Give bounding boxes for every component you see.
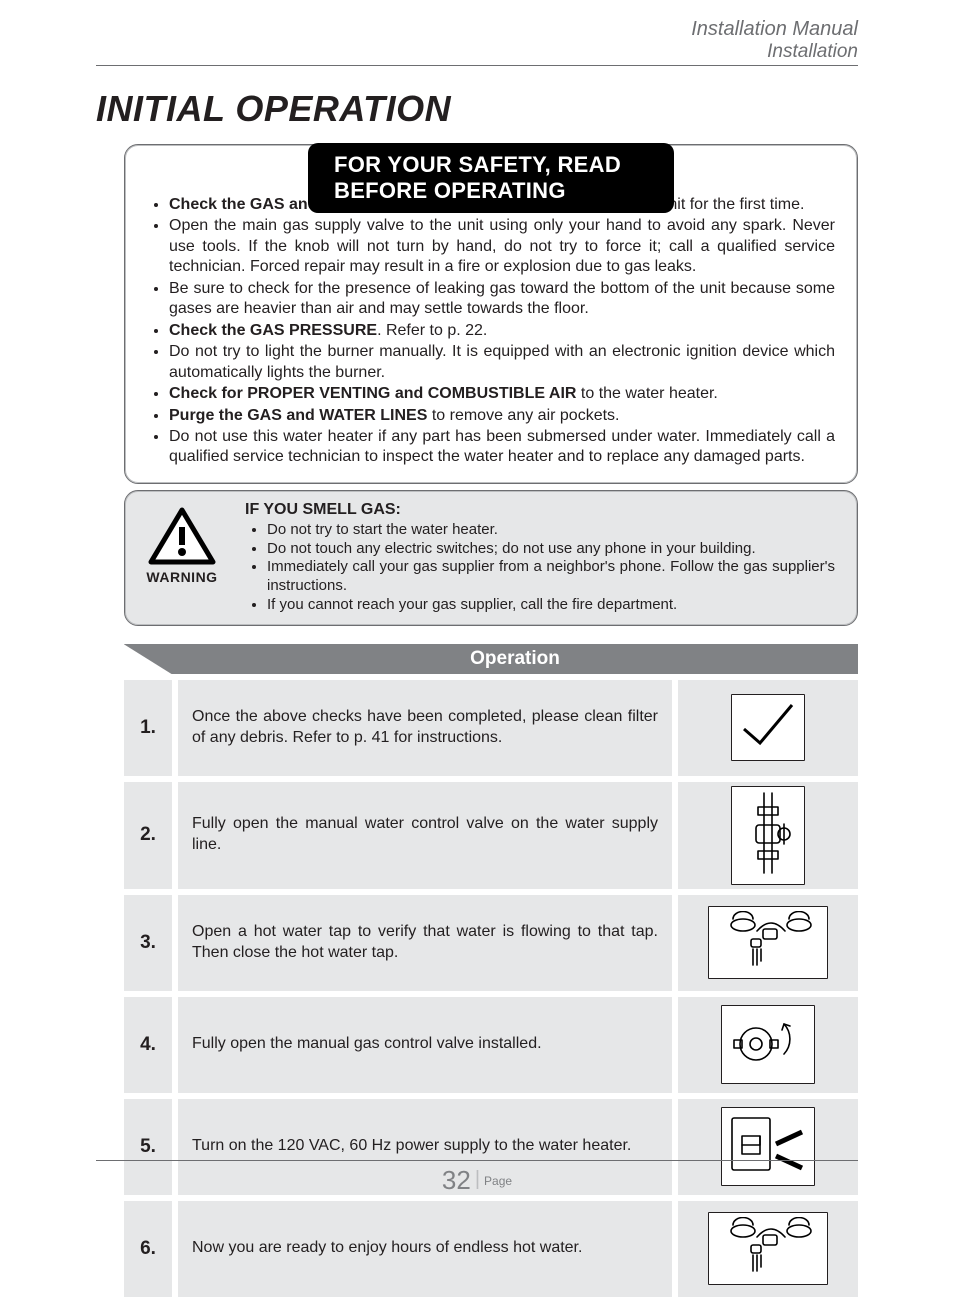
warning-lead: IF YOU SMELL GAS:: [245, 501, 835, 519]
warning-item: Do not try to start the water heater.: [267, 521, 835, 540]
table-row: 1.Once the above checks have been comple…: [124, 677, 858, 779]
page-label: Page: [484, 1174, 512, 1188]
table-row: 6.Now you are ready to enjoy hours of en…: [124, 1198, 858, 1297]
valve-gas-icon: [721, 1005, 815, 1084]
warning-icon: [147, 507, 217, 567]
header-line-2: Installation: [96, 41, 858, 63]
warning-icon-block: WARNING: [137, 501, 227, 615]
check-icon: [731, 694, 805, 761]
warning-item: Immediately call your gas supplier from …: [267, 558, 835, 596]
faucet-icon: [708, 906, 828, 979]
valve-water-icon: [731, 786, 805, 885]
faucet2-icon: [708, 1212, 828, 1285]
safety-item: Check for PROPER VENTING and COMBUSTIBLE…: [169, 384, 835, 404]
warning-box: WARNING IF YOU SMELL GAS: Do not try to …: [124, 490, 858, 626]
table-row: 3.Open a hot water tap to verify that wa…: [124, 892, 858, 994]
step-illustration: [678, 892, 858, 994]
table-row: 2.Fully open the manual water control va…: [124, 779, 858, 892]
safety-item: Do not use this water heater if any part…: [169, 427, 835, 468]
page-header: Installation Manual Installation: [96, 18, 858, 63]
header-line-1: Installation Manual: [96, 18, 858, 41]
warning-item: If you cannot reach your gas supplier, c…: [267, 596, 835, 615]
warning-label: WARNING: [137, 569, 227, 585]
safety-item: Be sure to check for the presence of lea…: [169, 279, 835, 320]
step-text: Now you are ready to enjoy hours of endl…: [178, 1198, 672, 1297]
page-title: INITIAL OPERATION: [96, 88, 858, 130]
safety-list: Check the GAS and WATER CONNECTIONS for …: [147, 195, 835, 468]
warning-list: Do not try to start the water heater.Do …: [245, 521, 835, 615]
operation-header: Operation: [124, 644, 858, 674]
step-illustration: [678, 677, 858, 779]
step-text: Open a hot water tap to verify that wate…: [178, 892, 672, 994]
operation-table: 1.Once the above checks have been comple…: [124, 674, 858, 1297]
step-text: Fully open the manual gas control valve …: [178, 994, 672, 1096]
header-rule: [96, 65, 858, 66]
safety-item: Check the GAS PRESSURE. Refer to p. 22.: [169, 321, 835, 341]
safety-item: Purge the GAS and WATER LINES to remove …: [169, 406, 835, 426]
step-number: 4.: [124, 994, 172, 1096]
warning-item: Do not touch any electric switches; do n…: [267, 540, 835, 559]
step-illustration: [678, 994, 858, 1096]
table-row: 4.Fully open the manual gas control valv…: [124, 994, 858, 1096]
safety-item: Do not try to light the burner manually.…: [169, 342, 835, 383]
step-text: Once the above checks have been complete…: [178, 677, 672, 779]
safety-banner: FOR YOUR SAFETY, READ BEFORE OPERATING: [308, 143, 674, 213]
safety-box: FOR YOUR SAFETY, READ BEFORE OPERATING C…: [124, 144, 858, 484]
step-illustration: [678, 779, 858, 892]
step-number: 2.: [124, 779, 172, 892]
step-number: 6.: [124, 1198, 172, 1297]
page-number: 32: [442, 1165, 471, 1195]
step-illustration: [678, 1198, 858, 1297]
safety-item: Open the main gas supply valve to the un…: [169, 216, 835, 277]
step-text: Fully open the manual water control valv…: [178, 779, 672, 892]
step-number: 1.: [124, 677, 172, 779]
operation-header-label: Operation: [172, 644, 858, 674]
step-number: 3.: [124, 892, 172, 994]
page-footer: 32|Page: [96, 1160, 858, 1196]
